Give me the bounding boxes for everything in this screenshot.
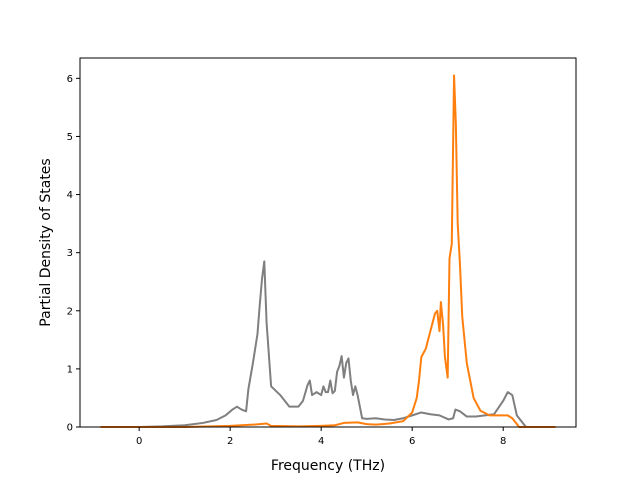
series-line-2 [100, 74, 556, 428]
x-tick-label: 2 [227, 436, 233, 447]
y-axis-label: Partial Density of States [38, 158, 54, 326]
series-layer [100, 74, 556, 428]
y-tick-label: 0 [67, 423, 73, 434]
y-tick-label: 3 [67, 248, 73, 259]
axes-frame [79, 57, 577, 428]
y-tick-label: 6 [67, 74, 73, 85]
y-ticks: 0 1 2 3 4 5 6 [67, 74, 80, 434]
y-tick-label: 1 [67, 364, 73, 375]
x-ticks: 0 2 4 6 8 [136, 427, 506, 447]
y-tick-label: 4 [67, 190, 73, 201]
x-tick-label: 8 [500, 436, 506, 447]
x-tick-label: 0 [136, 436, 142, 447]
x-axis-label: Frequency (THz) [271, 458, 385, 474]
x-tick-label: 6 [409, 436, 415, 447]
x-tick-label: 4 [318, 436, 324, 447]
series-line-1 [100, 260, 556, 428]
y-tick-label: 2 [67, 306, 73, 317]
y-tick-label: 5 [67, 132, 73, 143]
